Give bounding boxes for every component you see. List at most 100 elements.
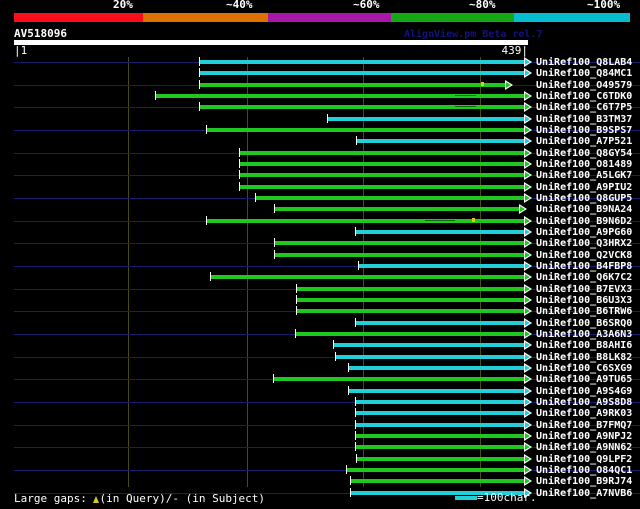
hsp-bar[interactable] bbox=[355, 445, 524, 450]
alignment-row[interactable] bbox=[0, 260, 640, 272]
alignment-row[interactable] bbox=[0, 192, 640, 204]
hit-label[interactable]: UniRef100_C6SXG9 bbox=[536, 363, 633, 374]
hit-label[interactable]: UniRef100_B6TRW6 bbox=[536, 306, 633, 317]
alignment-row[interactable] bbox=[0, 57, 640, 68]
hit-label[interactable]: UniRef100_B6SRQ0 bbox=[536, 318, 633, 329]
hsp-bar[interactable] bbox=[355, 320, 524, 325]
alignment-row[interactable] bbox=[0, 464, 640, 476]
hsp-bar[interactable] bbox=[239, 184, 524, 189]
hsp-bar[interactable] bbox=[356, 456, 524, 461]
hsp-bar[interactable] bbox=[255, 195, 524, 200]
alignment-row[interactable] bbox=[0, 306, 640, 317]
hit-label[interactable]: UniRef100_Q84MC1 bbox=[536, 68, 633, 79]
alignment-row[interactable] bbox=[0, 317, 640, 329]
hsp-bar[interactable] bbox=[295, 331, 524, 336]
hit-label[interactable]: UniRef100_B9RJ74 bbox=[536, 476, 633, 487]
alignment-row[interactable] bbox=[0, 68, 640, 79]
hit-label[interactable]: UniRef100_B3TM37 bbox=[536, 114, 633, 125]
alignment-row[interactable] bbox=[0, 340, 640, 351]
hit-label[interactable]: UniRef100_A9S4G9 bbox=[536, 386, 633, 397]
alignment-row[interactable] bbox=[0, 147, 640, 159]
hit-label[interactable]: UniRef100_A9TU65 bbox=[536, 374, 633, 385]
hit-label[interactable]: UniRef100_A7P521 bbox=[536, 136, 633, 147]
hit-label[interactable]: UniRef100_Q8GY54 bbox=[536, 148, 633, 159]
hit-label[interactable]: UniRef100_A7NVB6 bbox=[536, 488, 633, 499]
hsp-bar[interactable] bbox=[199, 71, 524, 76]
alignment-row[interactable] bbox=[0, 136, 640, 147]
hit-label[interactable]: UniRef100_A9NN62 bbox=[536, 442, 633, 453]
hsp-bar[interactable] bbox=[348, 388, 524, 393]
hit-label[interactable]: UniRef100_O84QC1 bbox=[536, 465, 633, 476]
hsp-bar[interactable] bbox=[327, 116, 524, 121]
alignment-row[interactable] bbox=[0, 226, 640, 238]
alignment-row[interactable] bbox=[0, 487, 640, 499]
alignment-row[interactable] bbox=[0, 215, 640, 227]
hsp-bar[interactable] bbox=[346, 467, 524, 472]
hsp-bar[interactable] bbox=[350, 479, 524, 484]
hit-label[interactable]: UniRef100_B9NA24 bbox=[536, 204, 633, 215]
hsp-bar[interactable] bbox=[199, 60, 524, 64]
hit-label[interactable]: UniRef100_C6T7P5 bbox=[536, 102, 633, 113]
hit-label[interactable]: UniRef100_O81489 bbox=[536, 159, 633, 170]
alignment-row[interactable] bbox=[0, 102, 640, 113]
hit-label[interactable]: UniRef100_Q8LAB4 bbox=[536, 57, 633, 68]
alignment-row[interactable] bbox=[0, 158, 640, 170]
hit-label[interactable]: UniRef100_A3A6N3 bbox=[536, 329, 633, 340]
hsp-bar[interactable] bbox=[296, 309, 524, 314]
alignment-row[interactable] bbox=[0, 249, 640, 261]
hsp-bar[interactable] bbox=[355, 399, 524, 404]
alignment-row[interactable] bbox=[0, 351, 640, 363]
alignment-row[interactable] bbox=[0, 385, 640, 397]
alignment-row[interactable] bbox=[0, 238, 640, 249]
alignment-row[interactable] bbox=[0, 453, 640, 465]
hsp-bar[interactable] bbox=[355, 433, 524, 438]
hsp-bar[interactable] bbox=[239, 150, 524, 155]
hit-label[interactable]: UniRef100_A5LGK7 bbox=[536, 170, 633, 181]
hsp-bar[interactable] bbox=[206, 127, 524, 132]
hit-label[interactable]: UniRef100_B8AHI6 bbox=[536, 340, 633, 351]
hsp-bar[interactable] bbox=[210, 275, 524, 280]
hit-label[interactable]: UniRef100_A9S8D8 bbox=[536, 397, 633, 408]
hit-label[interactable]: UniRef100_Q3HRX2 bbox=[536, 238, 633, 249]
alignment-row[interactable] bbox=[0, 328, 640, 340]
hsp-bar[interactable] bbox=[199, 82, 505, 87]
hit-label[interactable]: UniRef100_Q8GUP5 bbox=[536, 193, 633, 204]
hsp-bar[interactable] bbox=[296, 297, 524, 302]
hit-label[interactable]: UniRef100_Q2VCK8 bbox=[536, 250, 633, 261]
alignment-row[interactable] bbox=[0, 362, 640, 374]
hit-label[interactable]: UniRef100_B9SPS7 bbox=[536, 125, 633, 136]
hsp-bar[interactable] bbox=[274, 207, 519, 212]
hit-label[interactable]: UniRef100_A9RK03 bbox=[536, 408, 633, 419]
hit-label[interactable]: UniRef100_B7EVX3 bbox=[536, 284, 633, 295]
alignment-row[interactable] bbox=[0, 430, 640, 442]
hit-label[interactable]: UniRef100_O49579 bbox=[536, 80, 633, 91]
hsp-bar[interactable] bbox=[239, 161, 524, 166]
alignment-row[interactable] bbox=[0, 283, 640, 295]
hsp-bar[interactable] bbox=[199, 105, 524, 110]
alignment-row[interactable] bbox=[0, 476, 640, 487]
alignment-row[interactable] bbox=[0, 272, 640, 283]
hsp-bar[interactable] bbox=[355, 411, 524, 416]
hit-label[interactable]: UniRef100_Q6K7C2 bbox=[536, 272, 633, 283]
hsp-bar[interactable] bbox=[355, 422, 524, 427]
alignment-row[interactable] bbox=[0, 442, 640, 453]
alignment-row[interactable] bbox=[0, 90, 640, 102]
alignment-row[interactable] bbox=[0, 204, 640, 215]
hit-label[interactable]: UniRef100_A9PG60 bbox=[536, 227, 633, 238]
hsp-bar[interactable] bbox=[335, 354, 524, 359]
hit-label[interactable]: UniRef100_B9N6D2 bbox=[536, 216, 633, 227]
alignment-row[interactable] bbox=[0, 419, 640, 431]
hsp-bar[interactable] bbox=[355, 229, 524, 234]
hit-label[interactable]: UniRef100_C6TDK0 bbox=[536, 91, 633, 102]
hit-label[interactable]: UniRef100_B6U3X3 bbox=[536, 295, 633, 306]
hit-label[interactable]: UniRef100_B7FMQ7 bbox=[536, 420, 633, 431]
hsp-bar[interactable] bbox=[296, 286, 524, 291]
hit-label[interactable]: UniRef100_A9NPJ2 bbox=[536, 431, 633, 442]
hsp-bar[interactable] bbox=[350, 490, 524, 495]
hsp-bar[interactable] bbox=[348, 365, 524, 370]
hit-label[interactable]: UniRef100_B8LK82 bbox=[536, 352, 633, 363]
hsp-bar[interactable] bbox=[274, 241, 524, 246]
alignment-row[interactable] bbox=[0, 79, 640, 91]
hit-label[interactable]: UniRef100_A9PIU2 bbox=[536, 182, 633, 193]
hsp-bar[interactable] bbox=[239, 173, 524, 178]
